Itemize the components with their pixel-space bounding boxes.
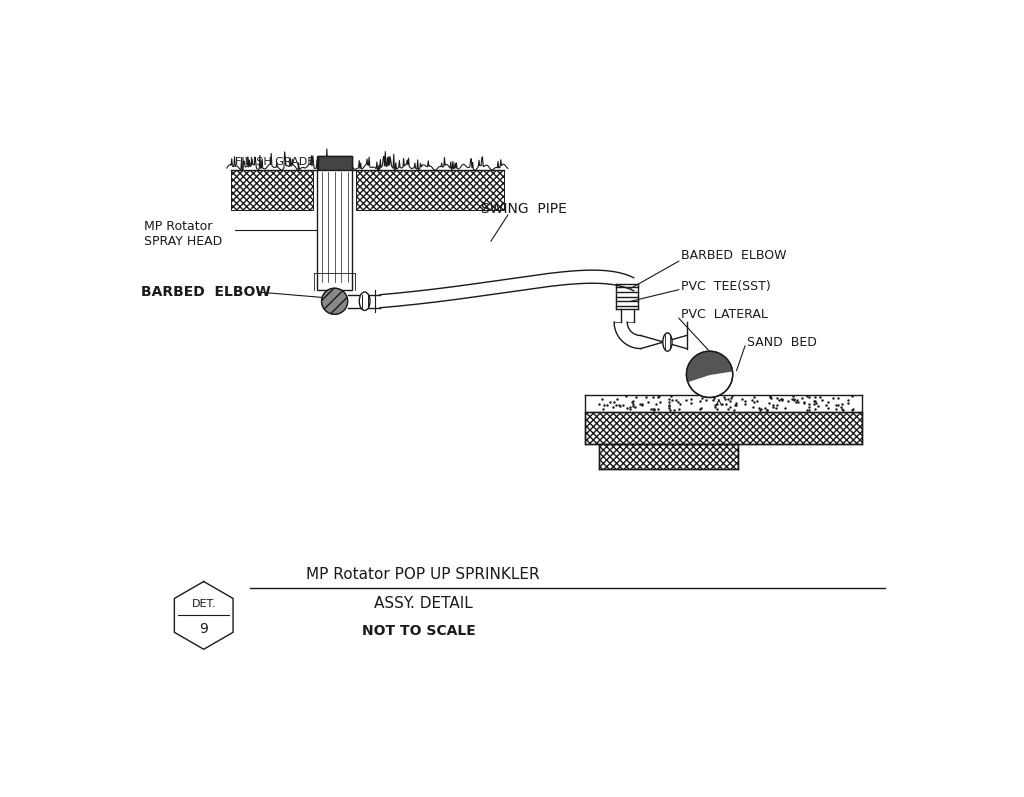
Text: BARBED  ELBOW: BARBED ELBOW bbox=[681, 249, 786, 262]
Text: SWING  PIPE: SWING PIPE bbox=[481, 202, 567, 216]
Text: MP Rotator
SPRAY HEAD: MP Rotator SPRAY HEAD bbox=[144, 221, 222, 249]
Text: PVC  LATERAL: PVC LATERAL bbox=[681, 308, 768, 321]
Bar bbox=[585, 412, 862, 445]
Text: NOT TO SCALE: NOT TO SCALE bbox=[361, 624, 475, 638]
Text: SAND  BED: SAND BED bbox=[746, 336, 816, 349]
Text: DET.: DET. bbox=[191, 599, 216, 609]
Circle shape bbox=[322, 289, 348, 314]
Ellipse shape bbox=[359, 292, 370, 311]
Text: 9: 9 bbox=[200, 622, 208, 636]
Circle shape bbox=[686, 351, 733, 398]
Bar bbox=[599, 445, 737, 469]
Bar bbox=[316, 156, 352, 289]
Text: BARBED  ELBOW: BARBED ELBOW bbox=[141, 285, 271, 299]
Text: ASSY. DETAIL: ASSY. DETAIL bbox=[374, 595, 472, 611]
Bar bbox=[356, 171, 504, 210]
Polygon shape bbox=[686, 351, 732, 382]
Text: PVC  TEE(SST): PVC TEE(SST) bbox=[681, 280, 771, 292]
Text: FINISH GRADE: FINISH GRADE bbox=[234, 157, 313, 167]
Bar bbox=[317, 156, 351, 171]
Text: MP Rotator POP UP SPRINKLER: MP Rotator POP UP SPRINKLER bbox=[306, 567, 540, 582]
Ellipse shape bbox=[663, 333, 672, 351]
Bar bbox=[230, 171, 313, 210]
